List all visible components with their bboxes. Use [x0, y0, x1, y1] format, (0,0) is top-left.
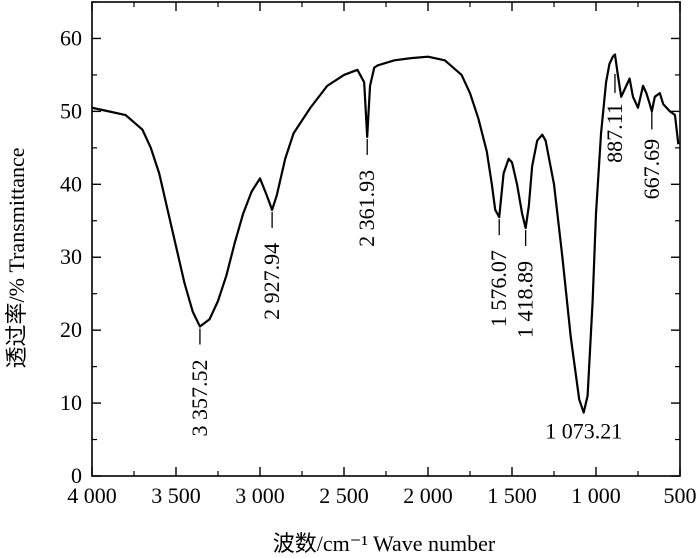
x-tick-label: 3 500 [151, 483, 201, 508]
peak-label: 3 357.52 [187, 360, 212, 437]
spectrum-line-0 [91, 53, 680, 414]
y-tick-label: 50 [60, 98, 82, 123]
peak-annotation: 1 576.07 [486, 219, 511, 327]
peak-label: 1 576.07 [486, 250, 511, 327]
x-axis-title: 波数/cm⁻¹ Wave number [273, 531, 496, 556]
series-layer [91, 53, 680, 414]
y-tick-label: 40 [60, 171, 82, 196]
y-tick-label: 10 [60, 390, 82, 415]
y-tick-label: 20 [60, 317, 82, 342]
y-tick-label: 30 [60, 244, 82, 269]
x-tick-label: 2 500 [319, 483, 369, 508]
y-tick-label: 60 [60, 25, 82, 50]
peak-label: 2 927.94 [259, 243, 284, 320]
x-tick-label: 1 000 [571, 483, 621, 508]
y-tick-label: 0 [71, 463, 82, 488]
peak-label: 2 361.93 [354, 170, 379, 247]
peak-label: 1 073.21 [545, 419, 622, 444]
x-tick-label: 3 000 [235, 483, 285, 508]
peak-annotation: 887.11 [602, 73, 627, 163]
peak-annotation: 2 361.93 [354, 138, 379, 247]
plot-frame [91, 1, 681, 477]
x-tick-label: 500 [664, 483, 697, 508]
annotations-layer: 3 357.52 2 927.94 2 361.93 1 576.07 1 418.89… [187, 73, 664, 444]
x-tick-label: 1 500 [487, 483, 537, 508]
y-axis-title: 透过率/% Transmittance [4, 148, 29, 369]
peak-annotation: 1 073.21 [545, 419, 622, 444]
x-tick-label: 2 000 [403, 483, 453, 508]
peak-label: 887.11 [602, 103, 627, 163]
peak-label: 1 418.89 [513, 261, 538, 338]
x-tick-label: 4 000 [67, 483, 117, 508]
axes: 4 000 3 500 3 000 2 500 2 000 1 500 1 000 500 0 1… [60, 1, 697, 508]
peak-annotation: 1 418.89 [513, 230, 538, 338]
peak-annotation: 667.69 [639, 110, 664, 199]
peak-label: 667.69 [639, 139, 664, 200]
peak-annotation: 3 357.52 [187, 328, 212, 437]
peak-annotation: 2 927.94 [259, 211, 284, 320]
